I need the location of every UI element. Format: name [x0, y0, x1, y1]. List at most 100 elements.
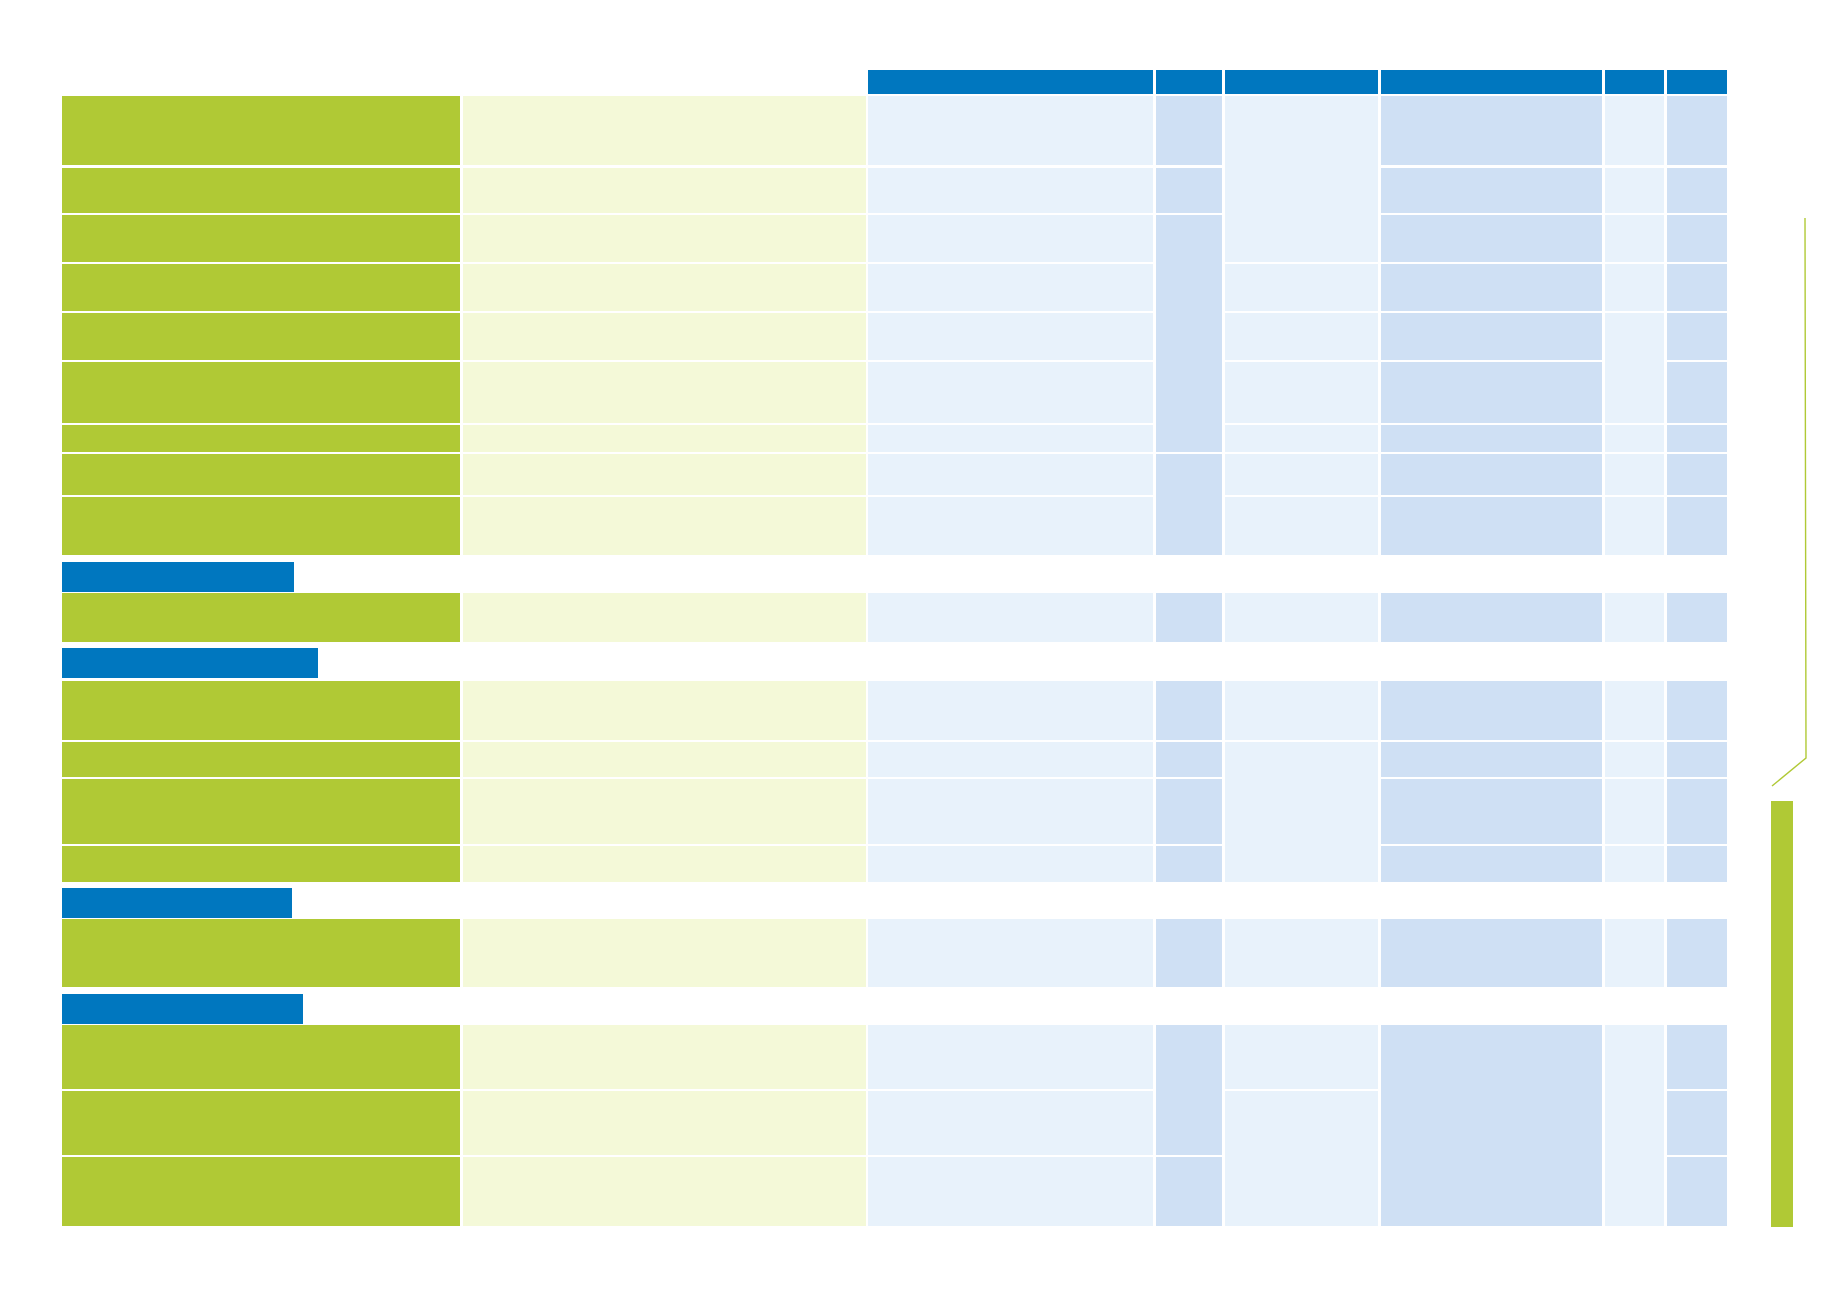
cell — [1381, 742, 1602, 777]
cell — [868, 96, 1153, 165]
cell — [1667, 362, 1727, 423]
row-label — [62, 313, 460, 360]
row-description — [463, 1157, 866, 1226]
row-description — [463, 215, 866, 262]
cell — [1381, 454, 1602, 495]
cell — [1156, 742, 1222, 777]
cell — [1225, 362, 1378, 423]
cell — [1225, 264, 1378, 311]
cell — [1156, 593, 1222, 642]
cell — [1381, 215, 1602, 262]
cell — [1381, 497, 1602, 555]
row-description — [463, 681, 866, 740]
row-description — [463, 454, 866, 495]
cell — [1605, 1025, 1664, 1226]
cell — [1381, 846, 1602, 882]
cell — [1667, 846, 1727, 882]
cell — [1225, 425, 1378, 452]
cell — [1667, 264, 1727, 311]
cell — [1667, 215, 1727, 262]
cell — [1156, 168, 1222, 213]
row-description — [463, 362, 866, 423]
cell — [868, 846, 1153, 882]
cell — [1605, 215, 1664, 262]
cell — [1667, 96, 1727, 165]
row-label — [62, 1091, 460, 1155]
cell — [1381, 264, 1602, 311]
cell — [868, 264, 1153, 311]
row-description — [463, 1091, 866, 1155]
cell — [1381, 313, 1602, 360]
cell — [1156, 454, 1222, 555]
cell — [1667, 497, 1727, 555]
row-label — [62, 96, 460, 165]
cell — [868, 1025, 1153, 1089]
cell — [1667, 313, 1727, 360]
cell — [1225, 1091, 1378, 1226]
cell — [1381, 425, 1602, 452]
cell — [868, 168, 1153, 213]
cell — [1605, 264, 1664, 311]
cell — [1156, 779, 1222, 844]
cell — [868, 215, 1153, 262]
cell — [1667, 1091, 1727, 1155]
cell — [1605, 425, 1664, 452]
row-description — [463, 846, 866, 882]
row-label — [62, 454, 460, 495]
accent-bar — [1771, 801, 1793, 1227]
cell — [1667, 593, 1727, 642]
cell — [1225, 919, 1378, 987]
cell — [1605, 593, 1664, 642]
section-header-5 — [62, 994, 303, 1024]
row-label — [62, 593, 460, 642]
cell — [1381, 593, 1602, 642]
row-description — [463, 919, 866, 987]
cell — [1381, 96, 1602, 165]
cell — [1667, 454, 1727, 495]
row-description — [463, 779, 866, 844]
cell — [1667, 681, 1727, 740]
row-label — [62, 264, 460, 311]
row-description — [463, 497, 866, 555]
cell — [868, 1157, 1153, 1226]
section-header-4 — [62, 888, 292, 918]
cell — [1667, 1157, 1727, 1226]
cell — [1667, 1025, 1727, 1089]
cell — [1605, 313, 1664, 423]
cell — [1667, 919, 1727, 987]
cell — [1225, 681, 1378, 740]
cell — [1667, 168, 1727, 213]
row-description — [463, 1025, 866, 1089]
row-label — [62, 846, 460, 882]
column-header-3 — [1225, 70, 1378, 94]
cell — [1605, 779, 1664, 844]
cell — [1605, 681, 1664, 740]
column-header-4 — [1381, 70, 1602, 94]
cell — [1156, 846, 1222, 882]
row-label — [62, 779, 460, 844]
cell — [868, 362, 1153, 423]
cell — [1156, 215, 1222, 452]
cell — [868, 497, 1153, 555]
column-header-5 — [1605, 70, 1664, 94]
cell — [1381, 681, 1602, 740]
cell — [1225, 96, 1378, 262]
cell — [1667, 425, 1727, 452]
bracket-connector — [1771, 218, 1807, 787]
row-label — [62, 681, 460, 740]
cell — [1605, 919, 1664, 987]
row-label — [62, 215, 460, 262]
row-description — [463, 593, 866, 642]
cell — [1225, 313, 1378, 360]
cell — [868, 313, 1153, 360]
row-label — [62, 1157, 460, 1226]
cell — [1225, 454, 1378, 495]
row-description — [463, 313, 866, 360]
row-label — [62, 742, 460, 777]
cell — [1605, 497, 1664, 555]
cell — [1381, 1025, 1602, 1226]
row-description — [463, 425, 866, 452]
column-header-6 — [1667, 70, 1727, 94]
cell — [868, 919, 1153, 987]
